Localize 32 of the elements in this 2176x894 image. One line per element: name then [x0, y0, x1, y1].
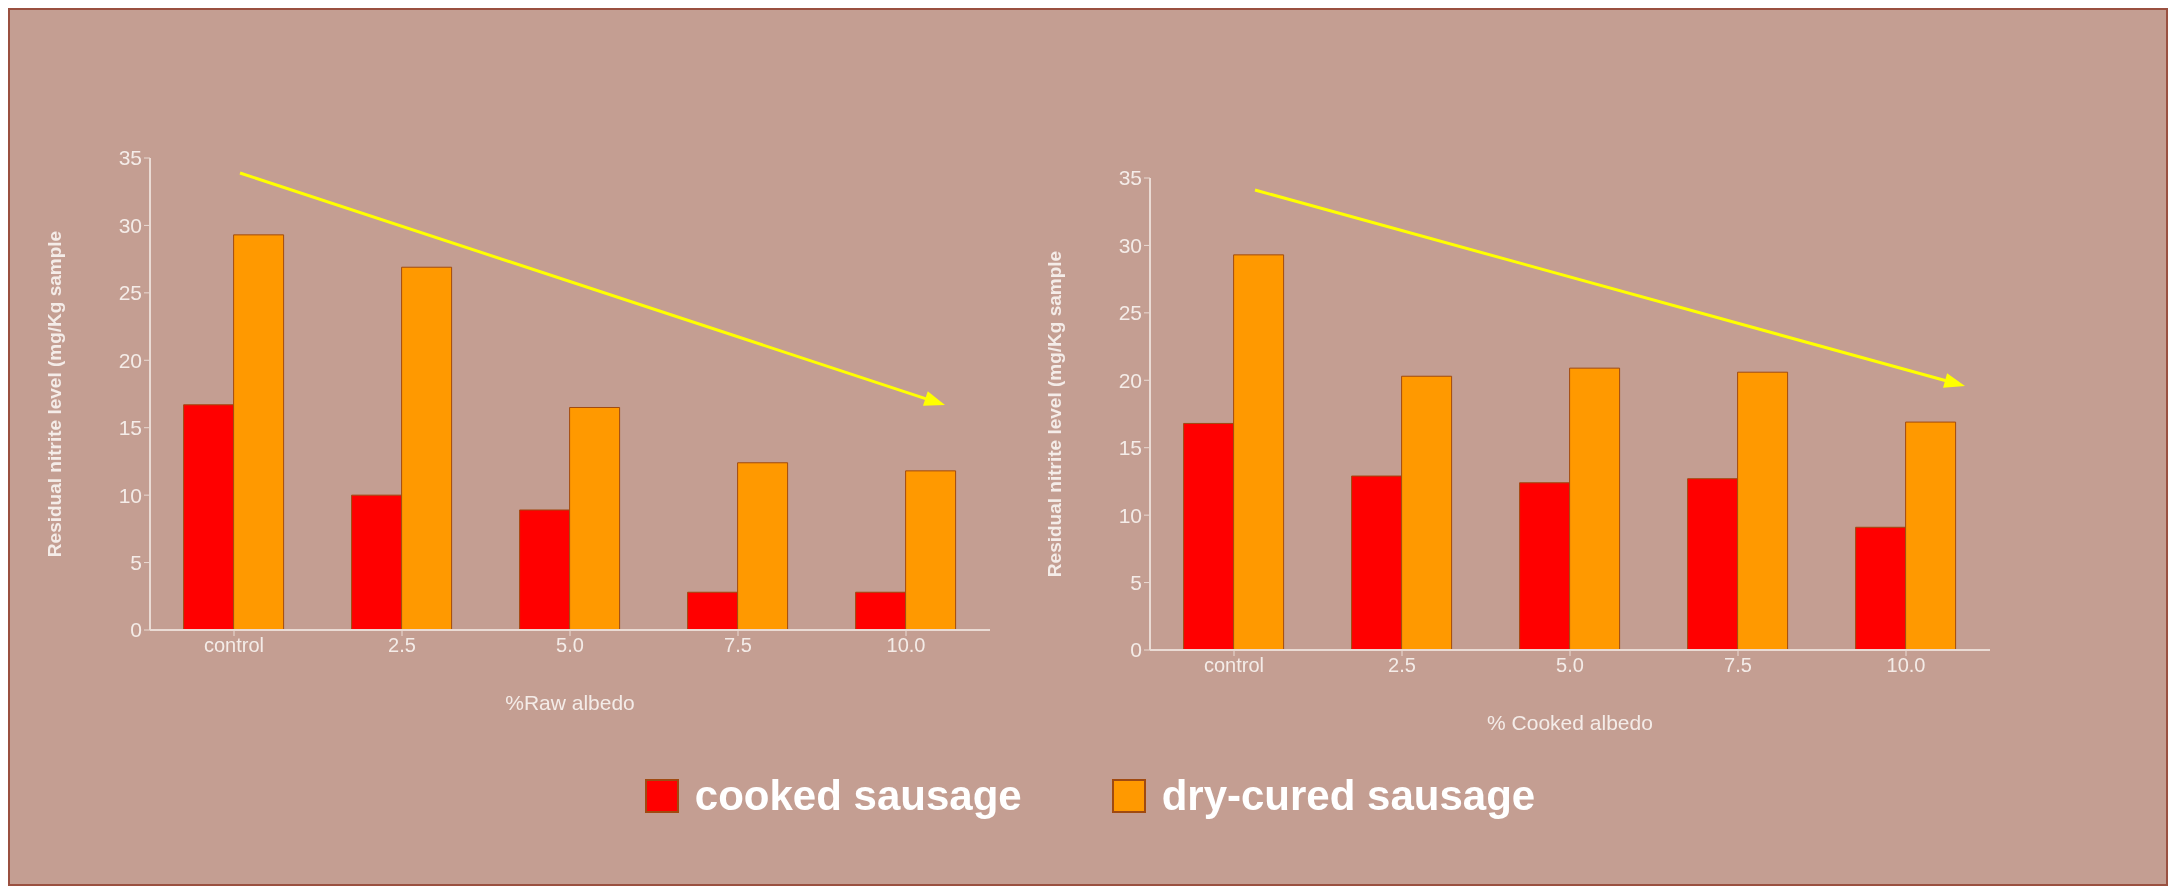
y-tick-label: 35 — [1118, 166, 1142, 190]
y-tick-label: 0 — [1130, 638, 1142, 662]
x-tick-label: control — [203, 634, 265, 657]
y-tick-label: 15 — [118, 416, 142, 440]
y-tick-label: 35 — [118, 146, 142, 170]
y-axis-title: Residual nitrite level (mg/Kg sample — [43, 230, 65, 558]
y-tick-label: 20 — [1118, 368, 1142, 392]
x-tick-label: 2.5 — [1388, 654, 1416, 677]
y-tick-label: 25 — [1118, 301, 1142, 325]
y-tick-label: 0 — [130, 618, 142, 642]
x-tick-label: 7.5 — [1724, 654, 1752, 677]
x-tick-label: 10.0 — [1886, 654, 1926, 677]
legend-label: dry-cured sausage — [1161, 772, 1536, 820]
x-tick-label: 2.5 — [388, 634, 416, 657]
legend-label: cooked sausage — [694, 772, 1022, 820]
x-tick-label: 5.0 — [556, 634, 584, 657]
y-tick-label: 10 — [118, 483, 142, 507]
y-axis-title: Residual nitrite level (mg/Kg sample — [1043, 250, 1065, 578]
y-tick-label: 10 — [1118, 503, 1142, 527]
x-tick-label: 10.0 — [886, 634, 926, 657]
y-tick-label: 25 — [118, 281, 142, 305]
y-tick-label: 30 — [118, 213, 142, 237]
x-tick-label: control — [1203, 654, 1265, 677]
y-tick-label: 15 — [1118, 436, 1142, 460]
y-tick-label: 5 — [130, 551, 142, 575]
x-axis-title: %Raw albedo — [505, 691, 635, 714]
x-axis-title: % Cooked albedo — [1487, 711, 1653, 734]
x-tick-label: 7.5 — [724, 634, 752, 657]
y-tick-label: 30 — [1118, 233, 1142, 257]
x-tick-label: 5.0 — [1556, 654, 1584, 677]
y-tick-label: 5 — [1130, 571, 1142, 595]
y-tick-label: 20 — [118, 348, 142, 372]
